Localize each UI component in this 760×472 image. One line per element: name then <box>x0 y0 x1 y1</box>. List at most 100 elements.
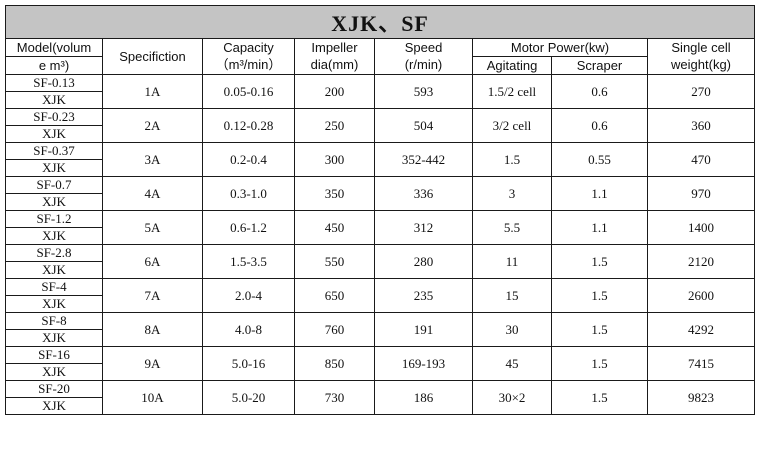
weight-cell: 2600 <box>646 278 756 313</box>
weight-cell: 470 <box>646 142 756 177</box>
agitating-cell: 3 <box>472 176 552 211</box>
model-xjk: XJK <box>5 363 103 381</box>
speed-cell: 186 <box>374 380 473 415</box>
impeller-cell: 730 <box>294 380 375 415</box>
spec-table: XJK、SF Model(volum Specifiction Capacity… <box>4 5 756 415</box>
scraper-cell: 1.5 <box>551 312 648 347</box>
capacity-cell: 5.0-16 <box>202 346 295 381</box>
header-agitating: Agitating <box>472 56 552 75</box>
table-row: SF-2.8 6A 1.5-3.5 550 280 11 1.5 2120 <box>5 244 756 279</box>
scraper-cell: 1.5 <box>551 346 648 381</box>
table-row: SF-0.13 1A 0.05-0.16 200 593 1.5/2 cell … <box>5 74 756 109</box>
model-xjk: XJK <box>5 227 103 245</box>
header-model-line1: Model(volum <box>5 38 103 57</box>
table-row: SF-0.7 4A 0.3-1.0 350 336 3 1.1 970 <box>5 176 756 211</box>
speed-cell: 504 <box>374 108 473 143</box>
model-sf: SF-0.23 <box>5 108 103 126</box>
speed-cell: 191 <box>374 312 473 347</box>
header-impeller-line2: dia(mm) <box>294 56 375 75</box>
capacity-cell: 0.3-1.0 <box>202 176 295 211</box>
scraper-cell: 0.6 <box>551 108 648 143</box>
table-row: SF-20 10A 5.0-20 730 186 30×2 1.5 9823 <box>5 380 756 415</box>
model-sf: SF-0.7 <box>5 176 103 194</box>
speed-cell: 280 <box>374 244 473 279</box>
agitating-cell: 30 <box>472 312 552 347</box>
model-sf: SF-20 <box>5 380 103 398</box>
spec-cell: 7A <box>102 278 203 313</box>
weight-cell: 270 <box>646 74 756 109</box>
capacity-cell: 0.6-1.2 <box>202 210 295 245</box>
weight-cell: 4292 <box>646 312 756 347</box>
table-row: SF-1.2 5A 0.6-1.2 450 312 5.5 1.1 1400 <box>5 210 756 245</box>
impeller-cell: 650 <box>294 278 375 313</box>
agitating-cell: 45 <box>472 346 552 381</box>
scraper-cell: 1.1 <box>551 176 648 211</box>
weight-cell: 2120 <box>646 244 756 279</box>
speed-cell: 352-442 <box>374 142 473 177</box>
impeller-cell: 450 <box>294 210 375 245</box>
agitating-cell: 3/2 cell <box>472 108 552 143</box>
table-row: SF-16 9A 5.0-16 850 169-193 45 1.5 7415 <box>5 346 756 381</box>
scraper-cell: 1.5 <box>551 244 648 279</box>
speed-cell: 169-193 <box>374 346 473 381</box>
spec-cell: 5A <box>102 210 203 245</box>
agitating-cell: 1.5/2 cell <box>472 74 552 109</box>
impeller-cell: 760 <box>294 312 375 347</box>
model-xjk: XJK <box>5 397 103 415</box>
scraper-cell: 0.55 <box>551 142 648 177</box>
weight-cell: 1400 <box>646 210 756 245</box>
table-row: SF-0.23 2A 0.12-0.28 250 504 3/2 cell 0.… <box>5 108 756 143</box>
model-sf: SF-0.13 <box>5 74 103 92</box>
agitating-cell: 11 <box>472 244 552 279</box>
agitating-cell: 1.5 <box>472 142 552 177</box>
capacity-cell: 0.05-0.16 <box>202 74 295 109</box>
model-sf: SF-16 <box>5 346 103 364</box>
agitating-cell: 5.5 <box>472 210 552 245</box>
scraper-cell: 1.1 <box>551 210 648 245</box>
model-sf: SF-2.8 <box>5 244 103 262</box>
model-sf: SF-0.37 <box>5 142 103 160</box>
spec-cell: 4A <box>102 176 203 211</box>
impeller-cell: 250 <box>294 108 375 143</box>
header-model-line2: e m³) <box>5 56 103 75</box>
impeller-cell: 550 <box>294 244 375 279</box>
spec-cell: 6A <box>102 244 203 279</box>
table-title: XJK、SF <box>4 5 756 39</box>
model-xjk: XJK <box>5 193 103 211</box>
weight-cell: 970 <box>646 176 756 211</box>
capacity-cell: 4.0-8 <box>202 312 295 347</box>
agitating-cell: 15 <box>472 278 552 313</box>
header-impeller-line1: Impeller <box>294 38 375 57</box>
table-row: SF-0.37 3A 0.2-0.4 300 352-442 1.5 0.55 … <box>5 142 756 177</box>
capacity-cell: 2.0-4 <box>202 278 295 313</box>
impeller-cell: 200 <box>294 74 375 109</box>
spec-cell: 1A <box>102 74 203 109</box>
weight-cell: 360 <box>646 108 756 143</box>
header-capacity-line1: Capacity <box>202 38 295 57</box>
spec-cell: 9A <box>102 346 203 381</box>
model-xjk: XJK <box>5 159 103 177</box>
table-row: SF-4 7A 2.0-4 650 235 15 1.5 2600 <box>5 278 756 313</box>
spec-cell: 2A <box>102 108 203 143</box>
spec-cell: 10A <box>102 380 203 415</box>
capacity-cell: 5.0-20 <box>202 380 295 415</box>
header-capacity-line2: （m³/min） <box>202 56 295 75</box>
scraper-cell: 1.5 <box>551 380 648 415</box>
model-sf: SF-8 <box>5 312 103 330</box>
speed-cell: 593 <box>374 74 473 109</box>
scraper-cell: 1.5 <box>551 278 648 313</box>
model-sf: SF-4 <box>5 278 103 296</box>
header-speed-line1: Speed <box>374 38 473 57</box>
spec-cell: 3A <box>102 142 203 177</box>
spec-cell: 8A <box>102 312 203 347</box>
header-weight-line2: weight(kg) <box>646 56 756 75</box>
impeller-cell: 350 <box>294 176 375 211</box>
model-xjk: XJK <box>5 329 103 347</box>
impeller-cell: 850 <box>294 346 375 381</box>
spec-table-container: XJK、SF Model(volum Specifiction Capacity… <box>4 5 756 415</box>
table-row: SF-8 8A 4.0-8 760 191 30 1.5 4292 <box>5 312 756 347</box>
model-sf: SF-1.2 <box>5 210 103 228</box>
speed-cell: 336 <box>374 176 473 211</box>
weight-cell: 9823 <box>646 380 756 415</box>
speed-cell: 235 <box>374 278 473 313</box>
